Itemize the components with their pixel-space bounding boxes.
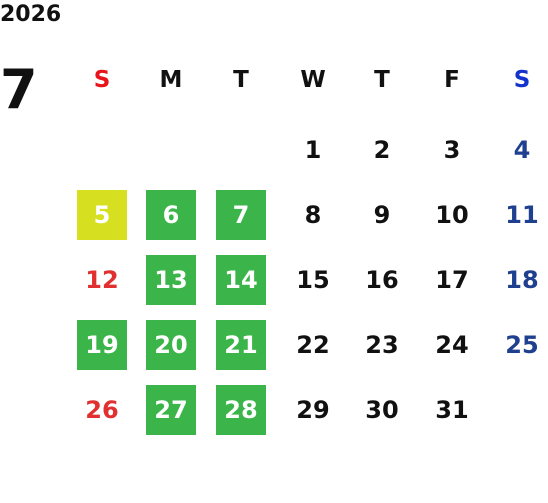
- day-cell: 25: [505, 331, 539, 359]
- day-cell: 13: [146, 255, 196, 305]
- day-cell: 15: [296, 266, 330, 294]
- day-cell: 5: [77, 190, 127, 240]
- day-cell: 18: [505, 266, 539, 294]
- day-cell: 2: [373, 136, 391, 164]
- day-cell: 22: [296, 331, 330, 359]
- day-cell: 24: [435, 331, 469, 359]
- day-cell: 27: [146, 385, 196, 435]
- day-cell: 8: [304, 201, 322, 229]
- day-cell: 20: [146, 320, 196, 370]
- day-cell: 11: [505, 201, 539, 229]
- day-cell: 10: [435, 201, 469, 229]
- month: 7: [0, 58, 38, 121]
- day-cell: 30: [365, 396, 399, 424]
- weekday-header: T: [374, 67, 390, 93]
- day-cell: 1: [304, 136, 322, 164]
- weekday-header: S: [513, 67, 531, 93]
- day-cell: 21: [216, 320, 266, 370]
- day-cell: 7: [216, 190, 266, 240]
- day-cell: 17: [435, 266, 469, 294]
- weekday-header: W: [300, 67, 326, 93]
- day-cell: 16: [365, 266, 399, 294]
- day-cell: 26: [85, 396, 119, 424]
- weekday-header: M: [159, 67, 183, 93]
- year: 2026: [0, 2, 62, 27]
- day-cell: 12: [85, 266, 119, 294]
- day-cell: 29: [296, 396, 330, 424]
- day-cell: 28: [216, 385, 266, 435]
- day-cell: 9: [373, 201, 391, 229]
- day-cell: 6: [146, 190, 196, 240]
- day-cell: 4: [513, 136, 531, 164]
- day-cell: 31: [435, 396, 469, 424]
- day-cell: 3: [443, 136, 461, 164]
- day-cell: 14: [216, 255, 266, 305]
- day-cell: 23: [365, 331, 399, 359]
- weekday-header: S: [93, 67, 111, 93]
- weekday-header: F: [444, 67, 460, 93]
- day-cell: 19: [77, 320, 127, 370]
- weekday-header: T: [233, 67, 249, 93]
